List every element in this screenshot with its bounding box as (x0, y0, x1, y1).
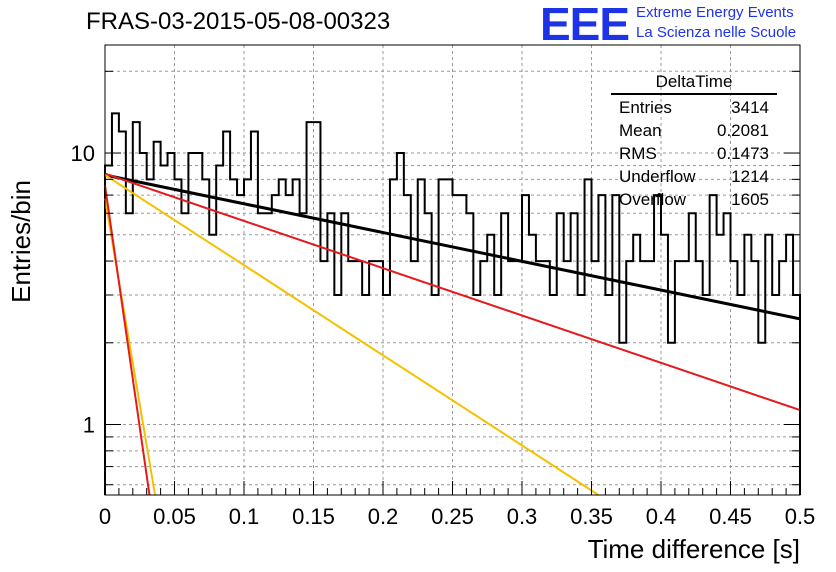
x-tick-label: 0.45 (709, 504, 752, 529)
stats-name: DeltaTime (611, 72, 777, 95)
x-axis-title: Time difference [s] (588, 534, 800, 564)
y-tick-label: 1 (83, 413, 95, 438)
stats-value: 1605 (731, 190, 769, 209)
x-tick-label: 0.5 (785, 504, 816, 529)
fit-lines (104, 172, 801, 496)
x-tick-label: 0.1 (229, 504, 260, 529)
histogram (104, 112, 801, 495)
stats-row: Overflow 1605 (611, 188, 777, 211)
fit-line-4 (104, 185, 151, 496)
x-tick-label: 0.05 (153, 504, 196, 529)
stats-value: 0.1473 (717, 144, 769, 163)
logo-line-2: La Scienza nelle Scuole (636, 24, 797, 41)
stats-label: Entries (619, 98, 672, 117)
logo-line-1: Extreme Energy Events (636, 4, 794, 21)
stats-label: Overflow (619, 190, 687, 209)
stats-row: Underflow 1214 (611, 165, 777, 188)
fit-line-2 (104, 174, 599, 496)
stats-rows: Entries 3414 Mean 0.2081 RMS 0.1473 Underflow 1… (611, 96, 777, 211)
x-tick-label: 0.3 (507, 504, 538, 529)
eee-logo-mark: EEE (540, 0, 630, 50)
plot-frame (104, 44, 801, 496)
stats-label: RMS (619, 144, 657, 163)
x-tick-label: 0.25 (431, 504, 474, 529)
stats-label: Underflow (619, 167, 696, 186)
y-axis-title: Entries/bin (6, 180, 36, 303)
axes: 0 0.05 0.1 0.15 0.2 0.25 0.3 0.35 0.4 0.45 0.5 1 10 (71, 44, 816, 529)
y-tick-label: 10 (71, 141, 95, 166)
histogram-line (104, 112, 801, 495)
x-tick-label: 0.15 (292, 504, 335, 529)
stats-box: DeltaTime Entries 3414 Mean 0.2081 RMS 0.1473… (611, 72, 777, 211)
x-tick-label: 0.4 (646, 504, 677, 529)
fit-line-1 (104, 172, 801, 412)
stats-label: Mean (619, 121, 662, 140)
stats-row: Mean 0.2081 (611, 119, 777, 142)
fit-line-0 (104, 173, 801, 321)
x-tick-label: 0 (99, 504, 111, 529)
x-tick-label: 0.2 (368, 504, 399, 529)
chart-title: FRAS-03-2015-05-08-00323 (86, 8, 391, 35)
eee-logo-text: Extreme Energy Events La Scienza nelle S… (636, 3, 796, 43)
stats-row: Entries 3414 (611, 96, 777, 119)
stats-value: 3414 (731, 98, 769, 117)
stats-row: RMS 0.1473 (611, 142, 777, 165)
x-tick-label: 0.35 (570, 504, 613, 529)
stats-value: 1214 (731, 167, 769, 186)
stats-value: 0.2081 (717, 121, 769, 140)
